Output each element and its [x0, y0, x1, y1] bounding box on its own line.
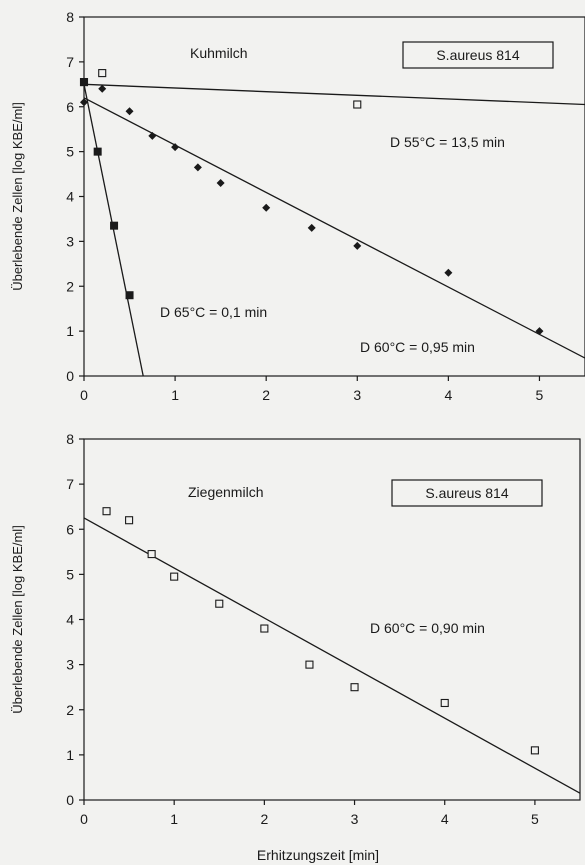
- y-tick-label: 1: [66, 323, 74, 339]
- y-tick-label: 1: [66, 747, 74, 763]
- series-0: D 60°C = 0,90 min: [83, 507, 581, 794]
- data-point: [125, 516, 134, 525]
- data-point: [260, 624, 269, 633]
- y-tick-label: 3: [66, 233, 74, 249]
- x-tick-label: 1: [171, 387, 179, 403]
- strain-box: [402, 41, 554, 69]
- data-point: [125, 107, 134, 116]
- data-point: [93, 147, 102, 156]
- regression-line: [83, 97, 585, 359]
- d-value-annotation: D 60°C = 0,90 min: [370, 620, 485, 636]
- data-point: [535, 327, 544, 336]
- data-point: [353, 241, 362, 250]
- y-tick-label: 5: [66, 566, 74, 582]
- y-tick-label: 4: [66, 612, 74, 628]
- x-tick-label: 0: [80, 811, 88, 827]
- y-tick-label: 2: [66, 702, 74, 718]
- panel-label: Kuhmilch: [190, 45, 248, 61]
- data-point: [102, 507, 111, 516]
- series-2: D 65°C = 0,1 min: [80, 78, 267, 377]
- x-tick-label: 3: [351, 811, 359, 827]
- data-point: [353, 100, 362, 109]
- y-tick-label: 3: [66, 657, 74, 673]
- d-value-annotation: D 65°C = 0,1 min: [160, 304, 267, 320]
- kuhmilch-chart: 0 1 2 3 4 5 6 7 8 0 1 2 3 4 5 Überlebende Zellen [log K…: [10, 9, 585, 403]
- data-point: [193, 163, 202, 172]
- y-tick-label: 6: [66, 99, 74, 115]
- strain-label: S.aureus 814: [425, 485, 508, 501]
- data-point: [110, 221, 119, 230]
- strain-label: S.aureus 814: [436, 47, 519, 63]
- data-point: [440, 698, 449, 708]
- data-point: [215, 599, 224, 608]
- x-tick-label: 5: [536, 387, 544, 403]
- ziegenmilch-chart: 0 1 2 3 4 5 6 7 8 0 1 2 3 4 5 Überlebende Zellen [log K…: [10, 431, 581, 827]
- data-point: [350, 683, 359, 692]
- x-tick-label: 5: [531, 811, 539, 827]
- regression-line: [83, 83, 585, 106]
- data-point: [307, 223, 316, 232]
- y-tick-label: 8: [66, 9, 74, 25]
- x-tick-label: 2: [260, 811, 268, 827]
- y-tick-label: 4: [66, 189, 74, 205]
- data-point: [530, 746, 539, 755]
- data-point: [170, 572, 179, 581]
- y-tick-label: 7: [66, 54, 74, 70]
- y-axis-label: Überlebende Zellen [log KBE/ml]: [10, 525, 25, 714]
- y-tick-label: 0: [66, 368, 74, 384]
- x-tick-label: 4: [444, 387, 452, 403]
- data-point: [80, 78, 88, 87]
- d-value-annotation: D 55°C = 13,5 min: [390, 134, 505, 150]
- data-point: [147, 550, 156, 559]
- series-1: D 60°C = 0,95 min: [80, 84, 585, 359]
- data-point: [148, 131, 157, 140]
- x-axis-label: Erhitzungszeit [min]: [257, 847, 379, 863]
- y-tick-label: 8: [66, 431, 74, 447]
- data-point: [305, 660, 314, 669]
- y-tick-label: 7: [66, 476, 74, 492]
- data-point: [98, 84, 107, 93]
- x-tick-label: 1: [170, 811, 178, 827]
- y-tick-label: 2: [66, 278, 74, 294]
- regression-line: [83, 517, 581, 794]
- regression-line: [83, 84, 144, 377]
- strain-box: [391, 479, 543, 507]
- d-value-annotation: D 60°C = 0,95 min: [360, 339, 475, 355]
- panel-label: Ziegenmilch: [188, 484, 263, 500]
- data-point: [98, 69, 107, 78]
- x-tick-label: 2: [262, 387, 270, 403]
- data-point: [125, 291, 134, 300]
- y-axis-label: Überlebende Zellen [log KBE/ml]: [10, 102, 25, 291]
- x-tick-label: 0: [80, 387, 88, 403]
- data-point: [80, 98, 88, 107]
- x-tick-label: 3: [353, 387, 361, 403]
- x-tick-label: 4: [441, 811, 449, 827]
- data-point: [171, 143, 180, 152]
- y-tick-label: 5: [66, 144, 74, 160]
- y-tick-label: 0: [66, 792, 74, 808]
- data-point: [262, 203, 271, 212]
- y-tick-label: 6: [66, 521, 74, 537]
- data-point: [444, 268, 453, 277]
- data-point: [216, 179, 225, 188]
